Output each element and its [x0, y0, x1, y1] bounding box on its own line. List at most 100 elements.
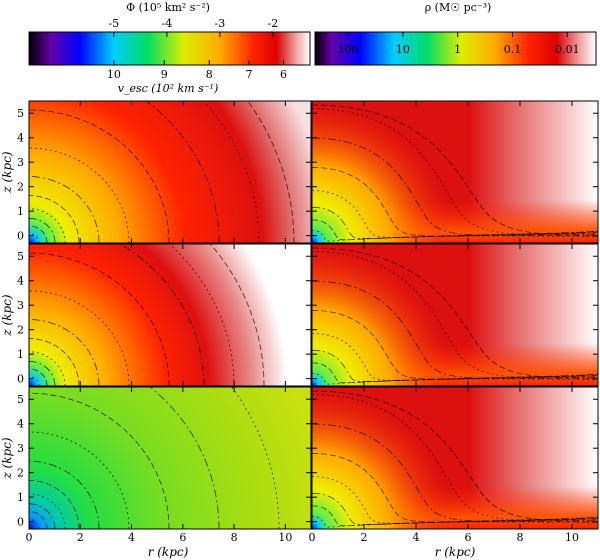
density-contour — [312, 362, 598, 384]
x-tick-label: 10 — [565, 531, 579, 544]
y-tick-label: 5 — [17, 250, 24, 263]
escape-velocity-tick-label: 10 — [107, 68, 121, 81]
density-tick-label: 100 — [338, 43, 359, 56]
y-axis-label-2: z (kpc) — [0, 294, 14, 336]
y-tick-label: 1 — [17, 491, 24, 504]
potential-panel-2 — [29, 244, 311, 386]
escape-velocity-tick-label: 7 — [246, 68, 253, 81]
y-tick-label: 2 — [17, 467, 24, 480]
potential-contour — [29, 518, 40, 529]
potential-contour — [29, 368, 48, 386]
escape-velocity-tick-label: 9 — [161, 68, 168, 81]
potential-colorbar: Φ (10⁵ km² s⁻²) -5 -4 -3 -2 10 9 8 7 6 v_esc (1… — [28, 1, 311, 95]
potential-contour — [149, 387, 220, 529]
panel-frame — [28, 243, 312, 387]
x-tick-label: 0 — [26, 531, 33, 544]
potential-panel-1 — [29, 101, 311, 243]
y-tick-label: 0 — [17, 230, 24, 243]
potential-contour — [119, 244, 205, 386]
axes: 0 1 2 3 4 5 0 1 2 3 4 5 0 2 4 6 8 10 0 1 2 3 4 5 0 2 4 6 8 10 — [17, 100, 599, 544]
potential-contour — [29, 195, 80, 243]
y-tick-label: 5 — [17, 393, 24, 406]
potential-contour — [29, 431, 130, 529]
potential-contour — [29, 233, 40, 243]
potential-contour — [29, 208, 66, 243]
potential-contour — [29, 503, 56, 529]
density-contour — [312, 104, 598, 235]
panel-frame — [311, 386, 599, 530]
y-tick-label: 1 — [17, 205, 24, 218]
density-panel-2 — [312, 244, 598, 386]
density-contour — [312, 230, 598, 242]
potential-tick-label: -3 — [215, 17, 226, 30]
y-tick-label: 3 — [17, 156, 24, 169]
potential-contour — [29, 225, 48, 243]
potential-contour — [29, 376, 40, 386]
y-tick-label: 3 — [17, 442, 24, 455]
potential-contour — [247, 101, 295, 243]
density-contour — [312, 516, 598, 528]
density-tick-label: 0.1 — [504, 43, 522, 56]
density-tick-label: 1 — [454, 43, 461, 56]
y-tick-label: 4 — [17, 418, 24, 431]
x-axis-label-left: r (kpc) — [148, 545, 189, 559]
potential-contour — [29, 109, 170, 243]
density-contour — [312, 280, 598, 379]
density-contour — [312, 505, 598, 527]
potential-contour — [29, 480, 80, 529]
potential-contour — [29, 460, 100, 529]
y-tick-label: 4 — [17, 275, 24, 288]
x-tick-label: 8 — [517, 531, 524, 544]
density-panel-3 — [312, 387, 598, 529]
x-tick-label: 4 — [413, 531, 420, 544]
density-tick-label: 0.01 — [555, 43, 580, 56]
density-contour — [312, 137, 598, 236]
potential-contour — [29, 176, 100, 243]
y-tick-label: 1 — [17, 348, 24, 361]
density-contour — [312, 219, 598, 241]
y-tick-label: 3 — [17, 299, 24, 312]
x-tick-label: 8 — [231, 531, 238, 544]
density-tick-label: 10 — [396, 43, 410, 56]
potential-contour — [29, 290, 130, 386]
potential-contour — [29, 252, 170, 386]
potential-contour — [231, 387, 280, 529]
x-tick-label: 10 — [278, 531, 292, 544]
potential-contour — [29, 511, 48, 529]
x-tick-label: 2 — [77, 531, 84, 544]
y-axis-label-1: z (kpc) — [0, 151, 14, 193]
potential-contour — [209, 244, 265, 386]
y-tick-label: 2 — [17, 324, 24, 337]
y-axis-label-3: z (kpc) — [0, 437, 14, 479]
density-contour — [312, 247, 598, 378]
panel-frame — [28, 386, 312, 530]
potential-tick-label: -5 — [108, 17, 119, 30]
potential-contour — [29, 392, 170, 529]
y-tick-label: 4 — [17, 132, 24, 145]
x-tick-label: 0 — [309, 531, 316, 544]
y-tick-label: 5 — [17, 107, 24, 120]
density-contour — [312, 373, 598, 385]
panel-frame — [28, 100, 312, 244]
x-tick-label: 6 — [179, 531, 186, 544]
potential-contour — [29, 319, 100, 386]
escape-velocity-label: v_esc (10² km s⁻¹) — [118, 82, 218, 95]
density-contour — [312, 423, 598, 522]
potential-contour — [29, 493, 66, 529]
potential-tick-label: -4 — [161, 17, 172, 30]
y-tick-label: 0 — [17, 516, 24, 529]
potential-contour — [29, 360, 56, 386]
potential-contour — [29, 147, 130, 243]
panel-frame — [311, 243, 599, 387]
potential-colorbar-label: Φ (10⁵ km² s⁻²) — [126, 1, 210, 14]
x-tick-label: 2 — [361, 531, 368, 544]
potential-contour — [29, 351, 66, 386]
density-contour — [312, 390, 598, 521]
x-axis-label-right: r (kpc) — [435, 545, 476, 559]
escape-velocity-tick-label: 6 — [280, 68, 287, 81]
potential-contour — [29, 217, 56, 243]
panel-frame — [311, 100, 599, 244]
density-colorbar-label: ρ (M☉ pc⁻³) — [425, 1, 492, 14]
y-tick-label: 0 — [17, 373, 24, 386]
x-tick-label: 6 — [465, 531, 472, 544]
